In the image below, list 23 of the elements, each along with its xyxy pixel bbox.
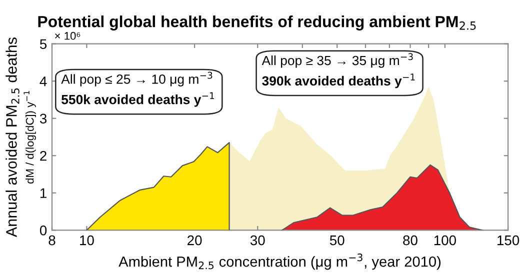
x-tick-label: 20 <box>188 235 202 246</box>
annotation: All pop ≥ 35 → 35 μg m$^{−3}$ <box>262 53 413 68</box>
y-tick-label: 3 <box>40 114 47 124</box>
y-tick-label: 0 <box>40 225 47 236</box>
x-tick-label: 8 <box>48 235 56 246</box>
y-tick-label: 2 <box>40 150 46 161</box>
x-tick-label: 150 <box>498 235 520 246</box>
y-tick-label: 5 <box>40 39 47 50</box>
annotation: 550k avoided deaths y$^{−1}$ <box>62 92 214 107</box>
chart-title: Potential global health benefits of reducing ambient PM$_{2.5}$ <box>38 16 476 30</box>
x-tick-label: 10 <box>80 235 94 246</box>
x-tick-label: 80 <box>403 235 418 246</box>
y-tick-label: 4 <box>40 76 47 86</box>
y-tick-label: 1 <box>40 188 46 198</box>
text: × 10⁶ <box>55 32 80 40</box>
annotation: 390k avoided deaths y$^{−1}$ <box>262 74 415 88</box>
x-tick-label: 30 <box>250 235 265 246</box>
x-axis-title: Ambient PM$_{2.5}$ concentration (μg m$^{−3}$, year 2010) <box>118 254 441 270</box>
x-tick-label: 100 <box>434 235 456 246</box>
annotation: All pop ≤ 25 → 10 μg m$^{−3}$ <box>61 72 212 86</box>
y-axis-title: Annual avoided PM$_{2.5}$ deaths <box>6 38 20 238</box>
text: dM / d(log[dC]) y$^{−1}$ <box>24 91 36 184</box>
x-tick-label: 50 <box>330 235 344 246</box>
